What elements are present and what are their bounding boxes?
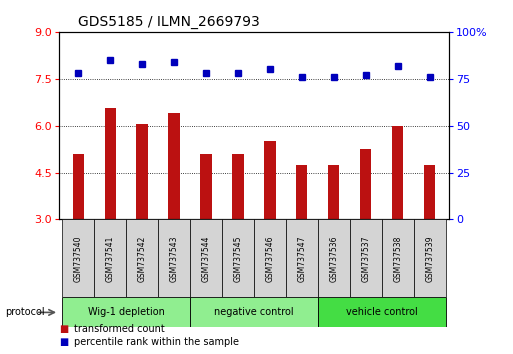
Bar [297,165,307,219]
Text: vehicle control: vehicle control [346,307,418,318]
Text: negative control: negative control [214,307,294,318]
Bar [318,297,446,327]
Text: GDS5185 / ILMN_2669793: GDS5185 / ILMN_2669793 [78,16,260,29]
Bar [94,219,126,297]
Bar [264,141,275,219]
Bar [222,219,254,297]
Bar [254,219,286,297]
Text: GSM737547: GSM737547 [298,235,306,282]
Text: ■: ■ [59,324,68,334]
Bar [126,219,158,297]
Text: GSM737536: GSM737536 [329,235,339,282]
Text: GSM737546: GSM737546 [265,235,274,282]
Bar [392,126,403,219]
Text: transformed count: transformed count [74,324,165,334]
Bar [168,113,180,219]
Bar [190,297,318,327]
Bar [328,165,340,219]
Bar [286,219,318,297]
Bar [413,219,446,297]
Text: percentile rank within the sample: percentile rank within the sample [74,337,240,347]
Text: GSM737544: GSM737544 [202,235,210,282]
Bar [232,154,244,219]
Text: GSM737542: GSM737542 [137,235,147,282]
Bar [424,165,436,219]
Text: GSM737540: GSM737540 [74,235,83,282]
Text: GSM737545: GSM737545 [233,235,243,282]
Bar [158,219,190,297]
Text: GSM737538: GSM737538 [393,235,402,282]
Bar [190,219,222,297]
Bar [72,154,84,219]
Text: ■: ■ [59,337,68,347]
Bar [350,219,382,297]
Bar [136,124,148,219]
Bar [360,149,371,219]
Text: Wig-1 depletion: Wig-1 depletion [88,307,165,318]
Text: GSM737537: GSM737537 [361,235,370,282]
Text: GSM737543: GSM737543 [169,235,179,282]
Bar [62,297,190,327]
Text: GSM737541: GSM737541 [106,235,114,282]
Bar [62,219,94,297]
Bar [318,219,350,297]
Bar [105,108,116,219]
Text: protocol: protocol [5,307,45,318]
Bar [382,219,413,297]
Bar [201,154,211,219]
Text: GSM737539: GSM737539 [425,235,434,282]
